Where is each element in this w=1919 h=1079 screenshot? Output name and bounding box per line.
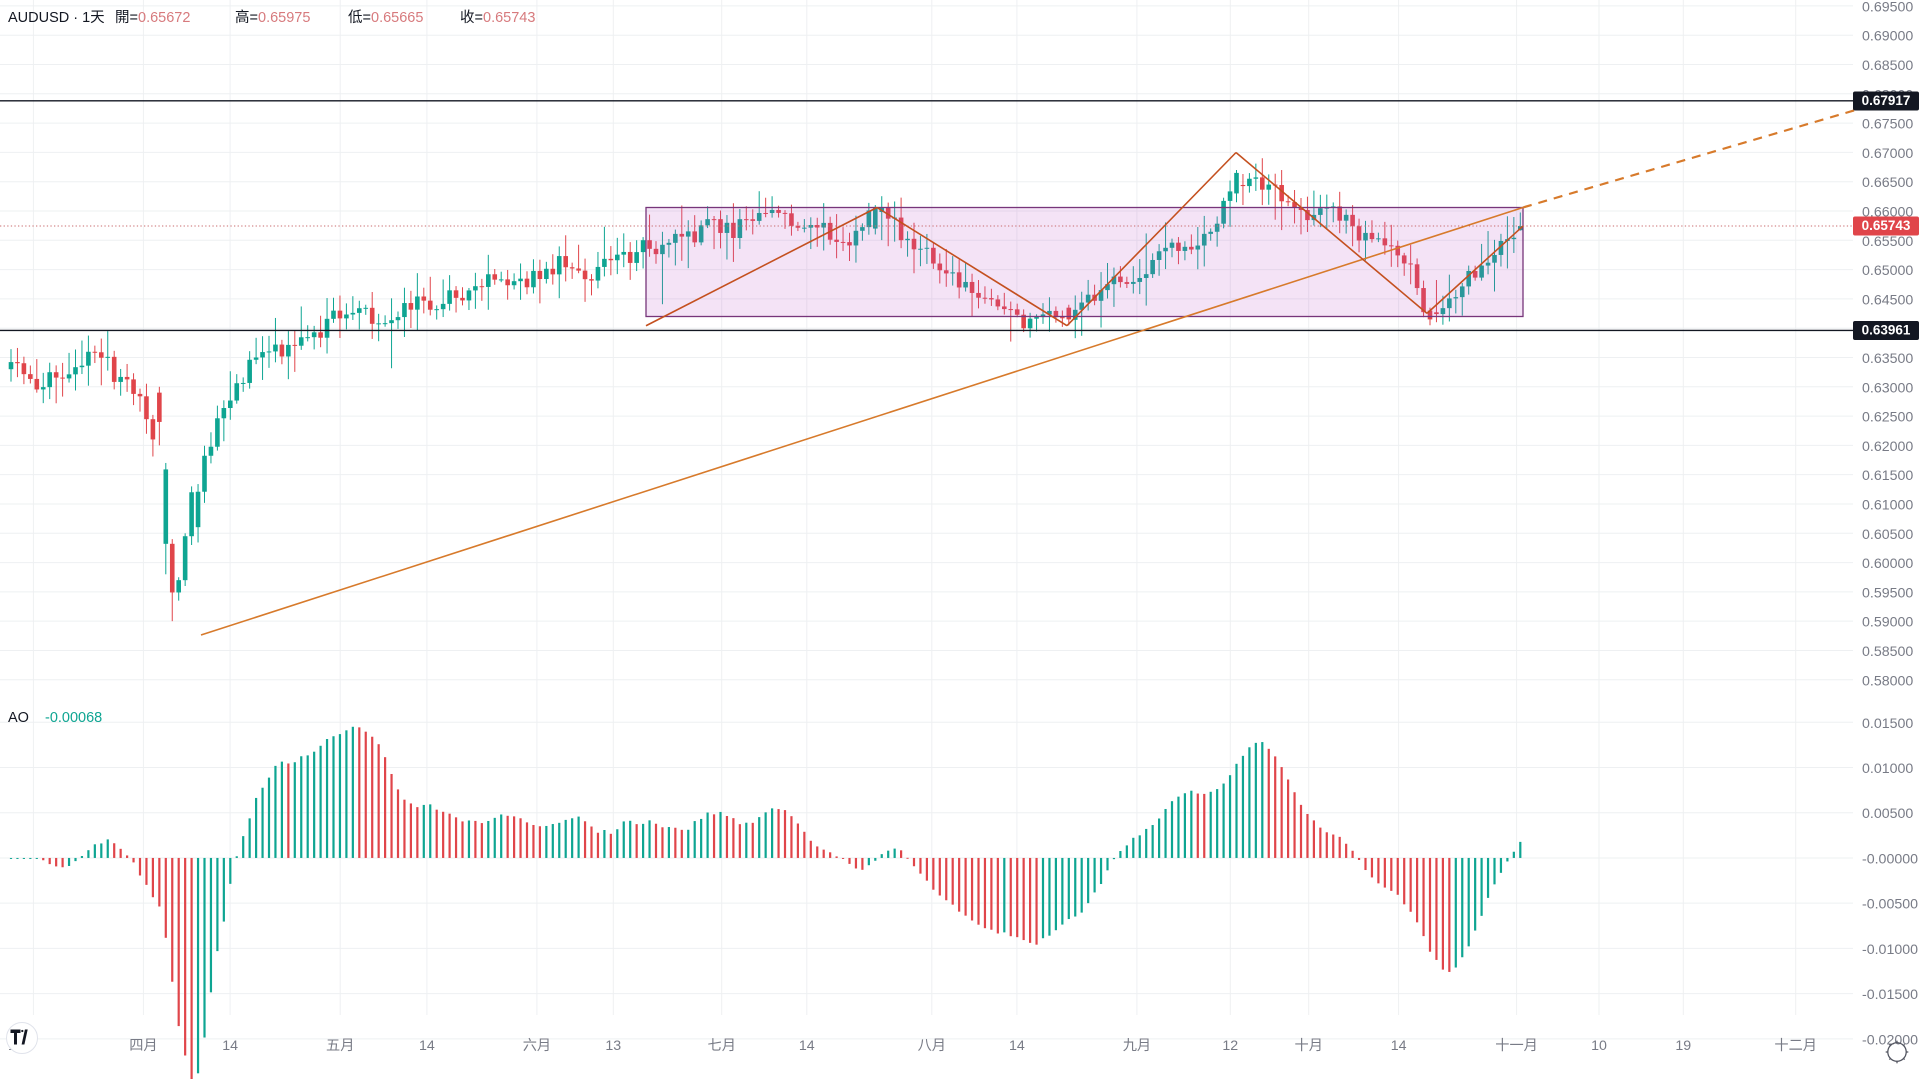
svg-text:十月: 十月: [1295, 1038, 1323, 1054]
svg-text:-0.00500: -0.00500: [1862, 897, 1918, 913]
svg-text:四月: 四月: [129, 1038, 157, 1054]
svg-text:-0.01000: -0.01000: [1862, 942, 1918, 958]
svg-text:0.61000: 0.61000: [1862, 497, 1913, 513]
svg-text:AUDUSD · 1天: AUDUSD · 1天: [8, 10, 105, 26]
svg-text:0.01500: 0.01500: [1862, 716, 1913, 732]
svg-text:14: 14: [419, 1038, 435, 1054]
svg-text:0.00500: 0.00500: [1862, 806, 1913, 822]
svg-text:0.62500: 0.62500: [1862, 410, 1913, 426]
svg-text:0.69000: 0.69000: [1862, 29, 1913, 45]
svg-text:七月: 七月: [708, 1038, 736, 1054]
svg-text:0.65665: 0.65665: [371, 10, 423, 26]
svg-text:五月: 五月: [326, 1038, 354, 1054]
svg-text:0.69500: 0.69500: [1862, 0, 1913, 15]
svg-text:0.59000: 0.59000: [1862, 615, 1913, 631]
svg-text:0.60000: 0.60000: [1862, 556, 1913, 572]
svg-text:10: 10: [1591, 1038, 1607, 1054]
svg-text:0.65500: 0.65500: [1862, 234, 1913, 250]
svg-text:0.65743: 0.65743: [1862, 218, 1911, 233]
svg-text:0.66500: 0.66500: [1862, 175, 1913, 191]
svg-text:0.68500: 0.68500: [1862, 58, 1913, 74]
svg-text:0.64500: 0.64500: [1862, 292, 1913, 308]
svg-text:0.01000: 0.01000: [1862, 761, 1913, 777]
svg-text:0.65743: 0.65743: [483, 10, 535, 26]
svg-text:0.67500: 0.67500: [1862, 117, 1913, 133]
svg-text:0.61500: 0.61500: [1862, 468, 1913, 484]
svg-text:十一月: 十一月: [1495, 1038, 1538, 1054]
svg-text:-0.01500: -0.01500: [1862, 987, 1918, 1003]
svg-text:0.59500: 0.59500: [1862, 585, 1913, 601]
svg-text:0.65672: 0.65672: [138, 10, 190, 26]
svg-text:0.67917: 0.67917: [1862, 93, 1911, 108]
svg-text:0.65000: 0.65000: [1862, 263, 1913, 279]
svg-text:0.63961: 0.63961: [1862, 323, 1911, 338]
svg-text:14: 14: [799, 1038, 815, 1054]
svg-text:九月: 九月: [1123, 1038, 1151, 1054]
svg-text:14: 14: [1391, 1038, 1407, 1054]
svg-text:0.58500: 0.58500: [1862, 644, 1913, 660]
svg-text:高=: 高=: [235, 9, 258, 26]
svg-text:14: 14: [222, 1038, 238, 1054]
svg-text:六月: 六月: [523, 1038, 551, 1054]
svg-text:14: 14: [1009, 1038, 1025, 1054]
svg-text:收=: 收=: [460, 9, 483, 26]
svg-text:八月: 八月: [918, 1038, 946, 1054]
svg-text:0.62000: 0.62000: [1862, 439, 1913, 455]
svg-text:13: 13: [605, 1038, 621, 1054]
svg-text:-0.00000: -0.00000: [1862, 851, 1918, 867]
svg-text:十二月: 十二月: [1774, 1038, 1817, 1054]
svg-text:低=: 低=: [348, 9, 371, 26]
svg-text:12: 12: [1222, 1038, 1238, 1054]
svg-text:19: 19: [1675, 1038, 1691, 1054]
svg-text:0.58000: 0.58000: [1862, 673, 1913, 689]
svg-text:0.60500: 0.60500: [1862, 527, 1913, 543]
svg-text:0.63000: 0.63000: [1862, 380, 1913, 396]
svg-text:0.65975: 0.65975: [258, 10, 310, 26]
svg-text:開=: 開=: [115, 10, 138, 26]
svg-text:0.63500: 0.63500: [1862, 351, 1913, 367]
svg-text:0.67000: 0.67000: [1862, 146, 1913, 162]
svg-text:AO: AO: [8, 710, 29, 726]
svg-text:-0.00068: -0.00068: [45, 710, 102, 726]
